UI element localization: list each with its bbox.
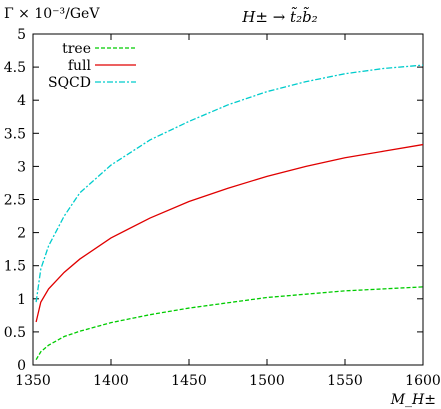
- x-tick-label: 1550: [327, 373, 363, 389]
- x-tick-label: 1450: [171, 373, 207, 389]
- series-line-tree: [35, 286, 424, 361]
- legend-label-sqcd: SQCD: [48, 75, 91, 91]
- y-tick-label: 1.5: [4, 259, 26, 275]
- x-tick-label: 1500: [249, 373, 285, 389]
- legend-label-tree: tree: [62, 41, 91, 57]
- series-line-full: [35, 143, 424, 323]
- y-tick-label: 3: [17, 159, 26, 175]
- y-tick-label: 4.5: [4, 60, 26, 76]
- y-tick-label: 3.5: [4, 126, 26, 142]
- x-tick-label: 1400: [93, 373, 129, 389]
- chart-title: H± → t̃₂b̃₂: [241, 7, 317, 26]
- plot-frame: [32, 33, 424, 366]
- y-tick-label: 0.5: [4, 325, 26, 341]
- x-tick-label: 1600: [405, 373, 441, 389]
- ticks-group: [32, 33, 424, 366]
- series-line-sqcd: [35, 64, 424, 303]
- series-group: [35, 64, 424, 361]
- x-tick-label: 1350: [15, 373, 51, 389]
- y-tick-label: 1: [17, 292, 26, 308]
- tick-labels-group: 0 0.5 1 1.5 2 2.5 3 3.5 4 4.5 5 1350 1400 1450 1500 155…: [4, 27, 441, 389]
- y-tick-label: 5: [17, 27, 26, 43]
- y-tick-label: 0: [17, 358, 26, 374]
- y-axis-label: Γ × 10⁻³/GeV: [4, 6, 100, 22]
- x-axis-label: M_H±: [390, 392, 436, 408]
- y-tick-label: 2.5: [4, 193, 26, 209]
- legend-label-full: full: [68, 58, 92, 74]
- y-tick-label: 2: [17, 226, 26, 242]
- y-tick-label: 4: [17, 93, 26, 109]
